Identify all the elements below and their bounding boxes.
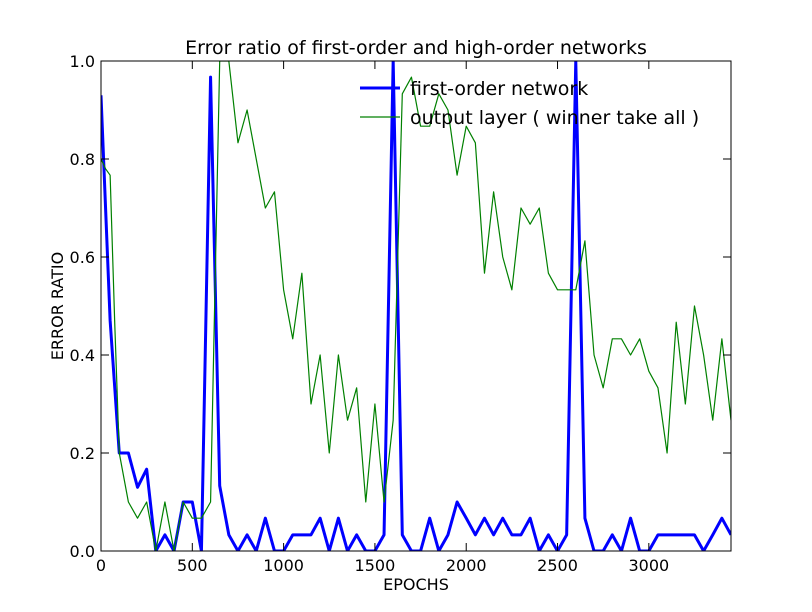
y-tick-label: 0.2 — [70, 444, 95, 463]
plot-frame — [100, 60, 732, 552]
x-tick-label: 3000 — [628, 556, 669, 575]
x-tick-label: 500 — [177, 556, 208, 575]
x-tick-label: 0 — [96, 556, 106, 575]
x-tick-label: 1500 — [355, 556, 396, 575]
series-line-2 — [101, 61, 731, 551]
x-tick-label: 2500 — [537, 556, 578, 575]
y-tick-label: 0.4 — [70, 346, 95, 365]
y-tick-label: 0.6 — [70, 248, 95, 267]
chart-title: Error ratio of first-order and high-orde… — [185, 37, 647, 59]
series-line-1 — [101, 61, 731, 551]
ticks-layer: 0 500 1000 1500 2000 2500 3000 0.0 0.2 0.4 0.6 0.8 1… — [70, 52, 731, 575]
y-tick-label: 1.0 — [70, 52, 95, 71]
x-tick-label: 2000 — [446, 556, 487, 575]
y-tick-label: 0.8 — [70, 150, 95, 169]
y-axis-label: ERROR RATIO — [48, 252, 67, 360]
legend-entry-2: output layer ( winner take all ) — [410, 107, 699, 129]
series-layer — [101, 61, 731, 551]
legend-entry-1: first-order network — [410, 78, 588, 100]
x-tick-label: 1000 — [263, 556, 304, 575]
x-axis-label: EPOCHS — [383, 575, 449, 594]
y-tick-label: 0.0 — [70, 542, 95, 561]
legend: first-order network output layer ( winner… — [360, 78, 699, 129]
